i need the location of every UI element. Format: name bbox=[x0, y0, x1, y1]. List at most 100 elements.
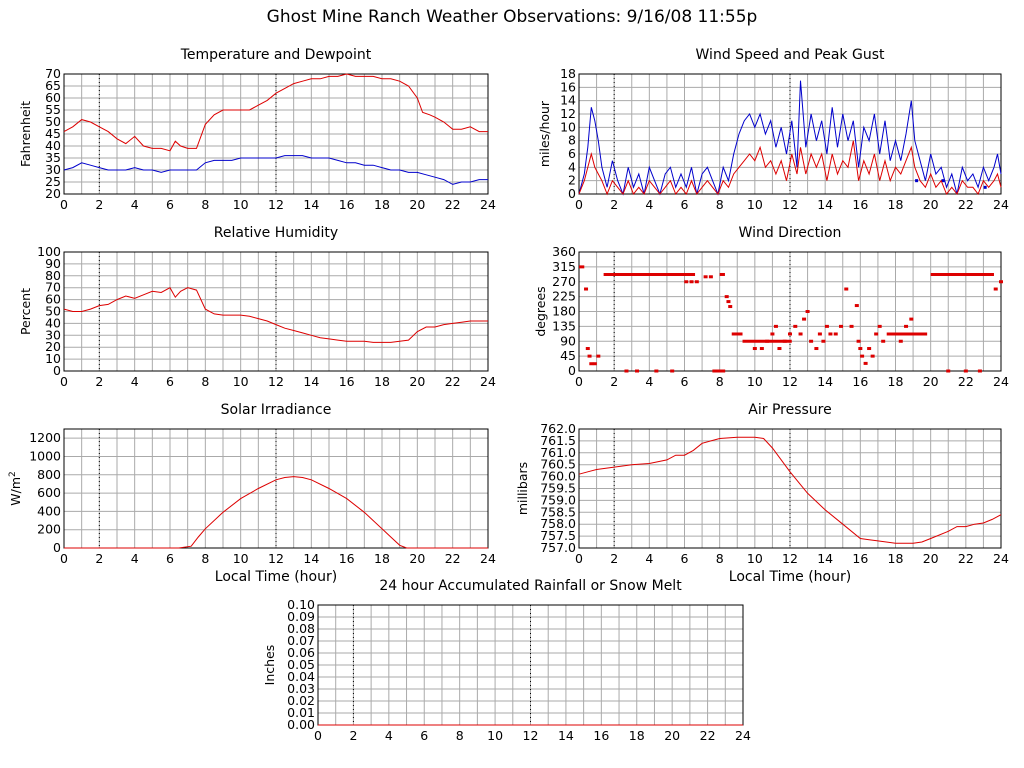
x-tick-label: 22 bbox=[958, 551, 974, 566]
direction-point bbox=[689, 280, 694, 284]
pressure-xlabel: Local Time (hour) bbox=[729, 569, 851, 585]
direction-point bbox=[585, 347, 590, 351]
direction-point bbox=[684, 280, 689, 284]
y-tick-label: 50 bbox=[45, 114, 61, 129]
y-tick-label: 70 bbox=[45, 280, 61, 295]
plot-frame bbox=[63, 73, 489, 195]
x-tick-label: 20 bbox=[409, 374, 425, 389]
y-tick-label: 0.06 bbox=[287, 645, 315, 660]
direction-point bbox=[788, 332, 792, 336]
x-tick-label: 2 bbox=[95, 197, 103, 212]
y-tick-label: 0.05 bbox=[287, 657, 315, 672]
x-tick-label: 16 bbox=[339, 374, 355, 389]
direction-point bbox=[587, 354, 592, 358]
y-tick-label: 45 bbox=[45, 126, 61, 141]
direction-point bbox=[977, 369, 982, 373]
x-tick-label: 20 bbox=[409, 197, 425, 212]
x-tick-label: 20 bbox=[409, 551, 425, 566]
rainfall-ylabel: Inches bbox=[262, 645, 277, 686]
x-tick-label: 24 bbox=[480, 551, 496, 566]
y-tick-label: 18 bbox=[560, 66, 576, 81]
x-tick-label: 4 bbox=[645, 551, 653, 566]
x-tick-label: 0 bbox=[575, 197, 583, 212]
y-tick-label: 0 bbox=[568, 363, 576, 378]
direction-point bbox=[726, 300, 731, 304]
y-tick-label: 0.03 bbox=[287, 681, 315, 696]
wind-speed-series-0 bbox=[578, 80, 1002, 196]
x-tick-label: 18 bbox=[374, 551, 390, 566]
y-tick-label: 1200 bbox=[29, 430, 61, 445]
y-tick-label: 760.5 bbox=[540, 457, 576, 472]
direction-point bbox=[877, 324, 882, 328]
x-tick-label: 8 bbox=[201, 551, 209, 566]
direction-point bbox=[624, 369, 629, 373]
y-tick-label: 70 bbox=[45, 66, 61, 81]
y-tick-label: 20 bbox=[45, 186, 61, 201]
x-tick-label: 24 bbox=[993, 374, 1009, 389]
y-tick-label: 800 bbox=[37, 467, 61, 482]
x-tick-label: 8 bbox=[456, 728, 464, 743]
direction-point bbox=[584, 287, 589, 291]
y-tick-label: 65 bbox=[45, 78, 61, 93]
direction-point bbox=[694, 280, 699, 284]
x-tick-label: 2 bbox=[610, 197, 618, 212]
direction-point bbox=[798, 332, 803, 336]
direction-point bbox=[708, 275, 713, 279]
direction-point bbox=[860, 354, 865, 358]
y-tick-label: 0.10 bbox=[287, 597, 315, 612]
direction-point bbox=[904, 324, 909, 328]
direction-point bbox=[731, 332, 736, 336]
x-tick-label: 2 bbox=[610, 374, 618, 389]
x-tick-label: 10 bbox=[487, 728, 503, 743]
x-tick-label: 20 bbox=[664, 728, 680, 743]
x-tick-label: 6 bbox=[166, 197, 174, 212]
wind-speed-ylabel: miles/hour bbox=[537, 100, 552, 167]
direction-point bbox=[898, 339, 903, 343]
solar-xlabel: Local Time (hour) bbox=[215, 569, 337, 585]
y-tick-label: 1000 bbox=[29, 448, 61, 463]
x-tick-label: 14 bbox=[817, 374, 833, 389]
direction-point bbox=[824, 324, 829, 328]
x-tick-label: 6 bbox=[681, 374, 689, 389]
direction-point bbox=[881, 339, 886, 343]
x-tick-label: 8 bbox=[716, 197, 724, 212]
x-tick-label: 12 bbox=[268, 551, 284, 566]
y-tick-label: 270 bbox=[552, 274, 576, 289]
direction-point bbox=[759, 347, 764, 351]
x-tick-label: 18 bbox=[888, 197, 904, 212]
direction-point bbox=[752, 347, 757, 351]
y-tick-label: 55 bbox=[45, 102, 61, 117]
x-tick-label: 10 bbox=[747, 374, 763, 389]
y-tick-label: 180 bbox=[552, 304, 576, 319]
direction-point bbox=[854, 304, 859, 308]
wind-speed-title: Wind Speed and Peak Gust bbox=[696, 47, 885, 63]
x-tick-label: 18 bbox=[888, 551, 904, 566]
x-tick-label: 22 bbox=[958, 197, 974, 212]
x-tick-label: 24 bbox=[993, 197, 1009, 212]
y-tick-label: 762.0 bbox=[540, 421, 576, 436]
x-tick-label: 0 bbox=[314, 728, 322, 743]
direction-point bbox=[728, 305, 733, 309]
y-tick-label: 80 bbox=[45, 268, 61, 283]
direction-point bbox=[993, 287, 998, 291]
y-tick-label: 0 bbox=[53, 363, 61, 378]
page-title: Ghost Mine Ranch Weather Observations: 9… bbox=[266, 7, 758, 27]
direction-point bbox=[777, 347, 782, 351]
direction-point bbox=[703, 275, 708, 279]
x-tick-label: 10 bbox=[233, 374, 249, 389]
x-tick-label: 10 bbox=[233, 197, 249, 212]
y-tick-label: 100 bbox=[37, 244, 61, 259]
direction-point bbox=[712, 369, 717, 373]
direction-point bbox=[724, 295, 729, 299]
x-tick-label: 8 bbox=[716, 551, 724, 566]
y-tick-label: 600 bbox=[37, 485, 61, 500]
x-tick-label: 14 bbox=[303, 551, 319, 566]
y-tick-label: 759.5 bbox=[540, 481, 576, 496]
y-tick-label: 10 bbox=[45, 351, 61, 366]
y-tick-label: 90 bbox=[45, 256, 61, 271]
wind-direction-ylabel: degrees bbox=[533, 286, 548, 336]
y-tick-label: 759.0 bbox=[540, 492, 576, 507]
x-tick-label: 4 bbox=[385, 728, 393, 743]
